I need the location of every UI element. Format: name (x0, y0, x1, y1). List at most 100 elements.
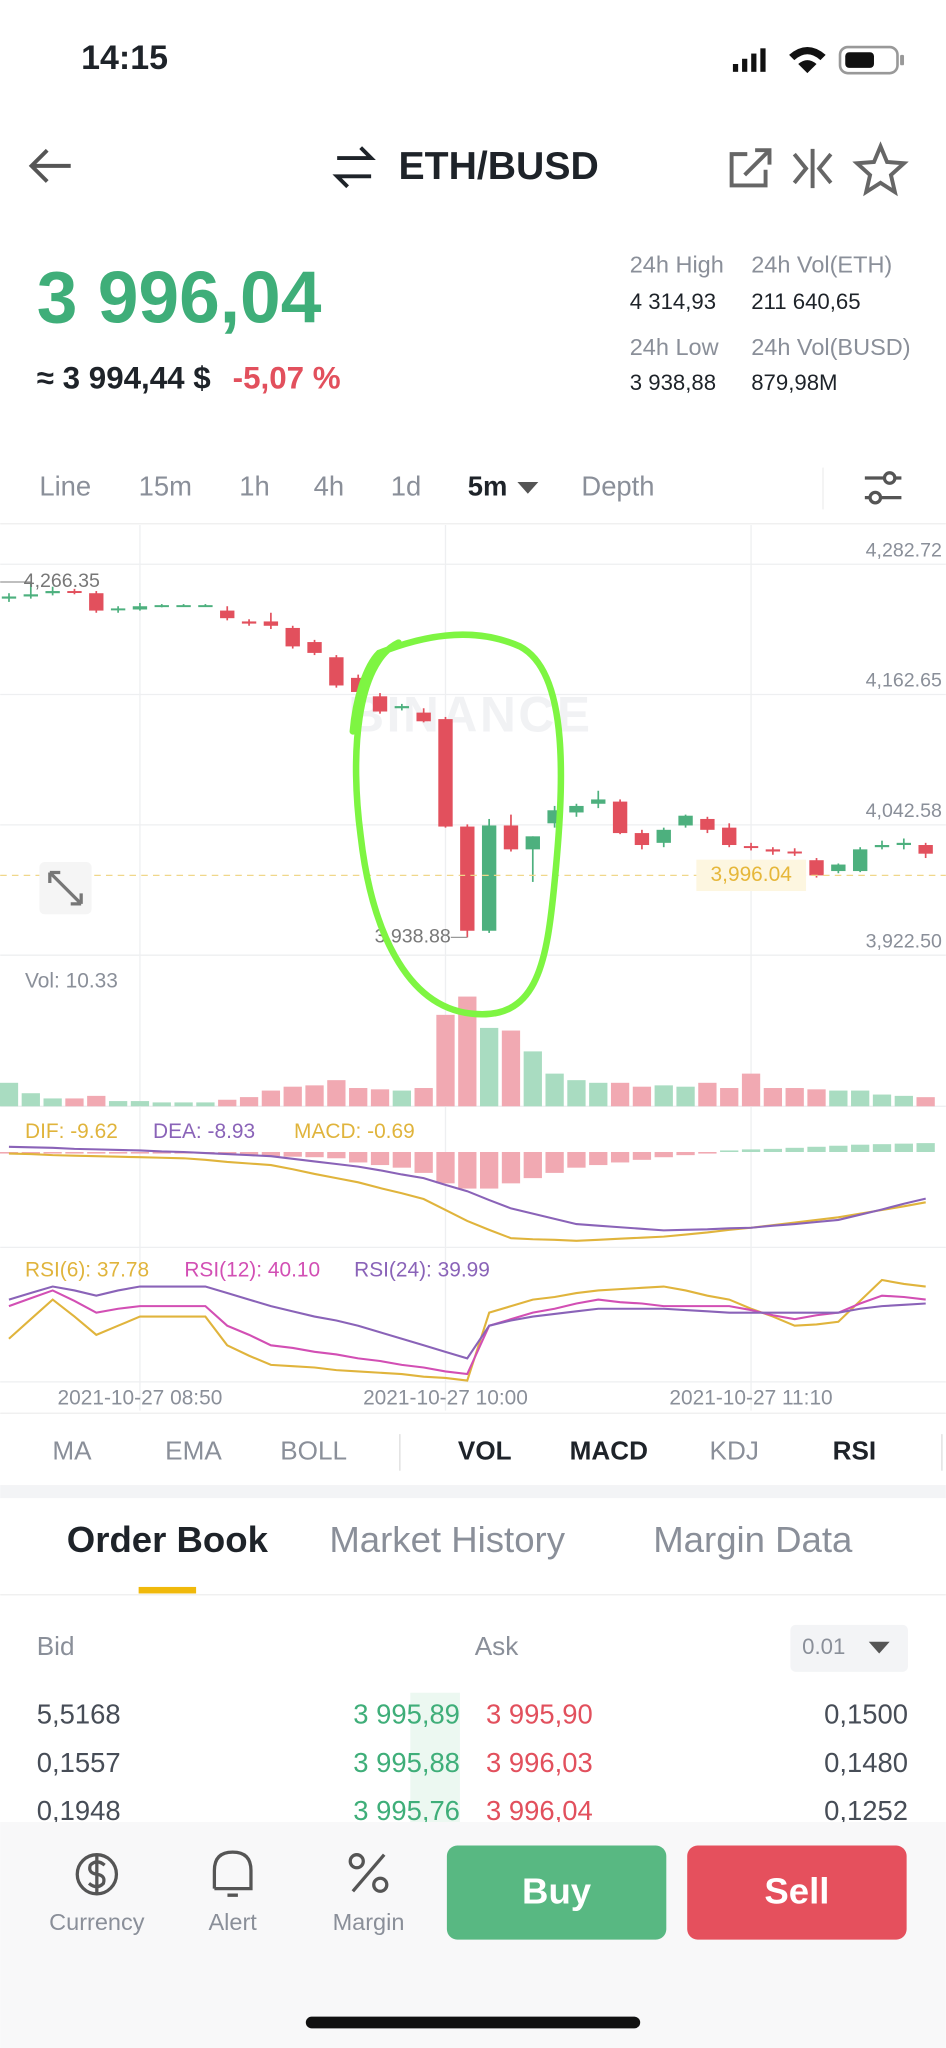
column-header: Bid (37, 1631, 75, 1661)
candle-body (765, 849, 781, 852)
tab-underline (138, 1586, 197, 1594)
nav-label[interactable]: Margin (333, 1909, 405, 1935)
interval-tab[interactable]: 1d (391, 471, 421, 502)
candle-body (896, 842, 912, 846)
volume-bar (370, 1089, 390, 1107)
volume-bar (196, 1102, 215, 1107)
candle-body (700, 818, 715, 830)
indicator-tab-active[interactable]: VOL (458, 1435, 512, 1465)
volume-bar (392, 1090, 411, 1107)
pair-title: ETH/BUSD (399, 145, 599, 188)
macd-bar (698, 1152, 717, 1154)
candle-body (503, 825, 519, 850)
x-tick-label: 2021-10-27 10:00 (363, 1386, 528, 1409)
volume-bar (480, 1027, 499, 1107)
volume-bar (872, 1094, 892, 1107)
stat-label: 24h Low (630, 334, 720, 360)
interval-tab[interactable]: 4h (314, 471, 344, 502)
orderbook-tab[interactable]: Margin Data (653, 1519, 853, 1560)
volume-bar (698, 1082, 717, 1107)
candle-body (132, 606, 148, 610)
ask-price: 3 996,03 (486, 1747, 593, 1778)
volume-bar (676, 1086, 695, 1107)
swap-icon[interactable] (332, 146, 376, 189)
macd-legend: MACD: -0.69 (294, 1120, 415, 1143)
nav-label[interactable]: Currency (49, 1909, 145, 1935)
stat-value: 4 314,93 (630, 289, 716, 314)
order-book-rows: 5,5168 3 995,89 3 995,90 0,1500 0,1557 3 995,… (37, 1692, 908, 1826)
precision-select[interactable] (790, 1624, 908, 1672)
macd-bar (392, 1152, 411, 1168)
volume-bar (283, 1086, 302, 1107)
candle-body (45, 591, 60, 594)
currency-icon[interactable] (75, 1853, 119, 1896)
volume-bar (305, 1085, 324, 1107)
volume-bar (436, 1014, 455, 1107)
volume-bar (87, 1095, 106, 1107)
bid-amount: 0,1557 (37, 1747, 121, 1778)
favorite-icon[interactable] (852, 141, 909, 197)
volume-bar (785, 1088, 804, 1107)
ask-price: 3 995,90 (486, 1698, 593, 1729)
volume-bar (327, 1080, 346, 1107)
candle-body (263, 621, 279, 626)
indicator-tab[interactable]: EMA (165, 1435, 222, 1465)
candle-body (285, 627, 300, 647)
column-header: Ask (475, 1631, 519, 1661)
stat-label: 24h Vol(ETH) (751, 252, 892, 278)
expand-icon[interactable] (39, 862, 92, 915)
candle-body (198, 605, 213, 608)
volume-bar (741, 1073, 761, 1107)
compare-icon[interactable] (792, 148, 833, 189)
last-price-label: 3,996.04 (711, 863, 792, 886)
macd-bar (21, 1152, 40, 1154)
candle-body (612, 801, 628, 834)
status-time: 14:15 (81, 39, 168, 77)
candle-body (176, 605, 191, 608)
indicator-line (8, 1278, 926, 1382)
x-tick-label: 2021-10-27 08:50 (58, 1386, 223, 1409)
volume-bar (21, 1093, 40, 1107)
ask-amount: 0,1252 (824, 1795, 908, 1826)
precision-value: 0.01 (802, 1634, 845, 1659)
indicator-tab-active[interactable]: MACD (570, 1435, 648, 1465)
sell-label[interactable]: Sell (764, 1871, 829, 1912)
interval-tab[interactable]: 15m (139, 471, 192, 502)
candle-body (23, 594, 38, 597)
volume-label: Vol: 10.33 (25, 970, 118, 993)
interval-tab[interactable]: 1h (239, 471, 269, 502)
interval-tab[interactable]: Depth (581, 471, 654, 502)
rsi-legend: RSI(24): 39.99 (354, 1258, 490, 1281)
buy-button[interactable] (446, 1845, 667, 1940)
indicator-tab[interactable]: BOLL (280, 1435, 347, 1465)
interval-tab-active[interactable]: 5m (468, 471, 508, 502)
volume-bar (0, 1082, 19, 1107)
macd-bar (567, 1152, 586, 1168)
volume-bar (763, 1088, 783, 1107)
candle-body (591, 799, 606, 804)
stat-value: 211 640,65 (751, 289, 860, 314)
stat-value: 3 938,88 (630, 370, 716, 395)
back-button[interactable] (28, 148, 71, 183)
buy-label[interactable]: Buy (522, 1871, 592, 1912)
volume-bar (130, 1101, 150, 1107)
orderbook-tab[interactable]: Market History (329, 1519, 565, 1560)
candle-body (874, 845, 890, 848)
share-icon[interactable] (729, 148, 772, 188)
price-change: -5,07 % (233, 360, 341, 395)
macd-bar (130, 1152, 150, 1154)
nav-label[interactable]: Alert (209, 1909, 258, 1935)
chart-settings[interactable] (864, 471, 902, 505)
macd-bar (654, 1152, 673, 1158)
indicator-tab[interactable]: KDJ (710, 1435, 759, 1465)
orderbook-tab-active[interactable]: Order Book (67, 1519, 269, 1560)
alert-icon[interactable] (212, 1850, 253, 1897)
sell-button[interactable] (687, 1845, 907, 1940)
candle-body (307, 642, 322, 653)
interval-tab[interactable]: Line (39, 471, 91, 502)
margin-icon[interactable] (348, 1853, 389, 1893)
indicator-tab-active[interactable]: RSI (833, 1435, 877, 1465)
indicator-tab[interactable]: MA (52, 1435, 92, 1465)
candle-body (438, 719, 453, 827)
macd-bar (458, 1152, 477, 1189)
